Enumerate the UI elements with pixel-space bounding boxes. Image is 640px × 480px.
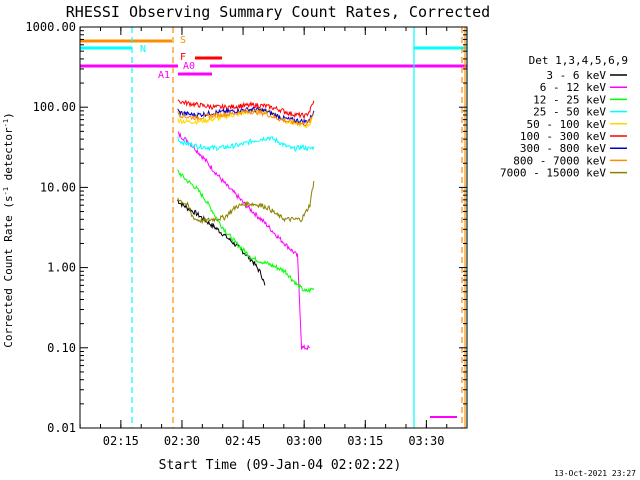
legend-label: 12 - 25 keV [533, 93, 606, 106]
y-tick-label: 1.00 [47, 261, 76, 275]
series-line-6 [177, 99, 315, 120]
x-tick-label: 03:30 [408, 434, 444, 448]
legend-label: 7000 - 15000 keV [500, 167, 606, 180]
x-tick-label: 03:15 [347, 434, 383, 448]
series-line-8 [177, 108, 315, 127]
legend-label: 300 - 800 keV [520, 142, 606, 155]
series-line-4 [177, 135, 315, 153]
legend-label: 50 - 100 keV [527, 118, 607, 131]
legend-label: 6 - 12 keV [540, 81, 607, 94]
night-label: N [140, 44, 146, 55]
y-tick-label: 0.10 [47, 341, 76, 355]
x-tick-label: 02:30 [164, 434, 200, 448]
y-tick-label: 1000.00 [25, 20, 76, 34]
y-axis-label: Corrected Count Rate (s-1 detector-1) [2, 112, 15, 347]
footer-date: 13-Oct-2021 23:27 [554, 469, 636, 478]
legend-title: Det 1,3,4,5,6,9 [529, 54, 628, 67]
legend-label: 3 - 6 keV [546, 69, 606, 82]
series-line-1 [177, 199, 266, 286]
saa-label: S [180, 35, 186, 46]
x-tick-label: 02:45 [225, 434, 261, 448]
series-line-3 [177, 169, 315, 294]
attenuator-a0-label: A0 [183, 61, 195, 72]
legend-label: 25 - 50 keV [533, 106, 606, 119]
series-line-2 [177, 131, 311, 351]
x-axis-label: Start Time (09-Jan-04 02:02:22) [159, 458, 402, 473]
y-tick-label: 10.00 [40, 180, 76, 194]
chart-title: RHESSI Observing Summary Count Rates, Co… [66, 3, 490, 21]
y-tick-label: 0.01 [47, 421, 76, 435]
x-tick-label: 03:00 [286, 434, 322, 448]
plot-frame [79, 26, 468, 429]
legend-label: 800 - 7000 keV [513, 154, 606, 167]
series-line-9 [177, 180, 315, 225]
legend-label: 100 - 300 keV [520, 130, 606, 143]
x-tick-label: 02:15 [103, 434, 139, 448]
y-tick-label: 100.00 [33, 100, 76, 114]
flare-label: F [180, 52, 186, 63]
attenuator-a1-label: A1 [158, 70, 170, 81]
